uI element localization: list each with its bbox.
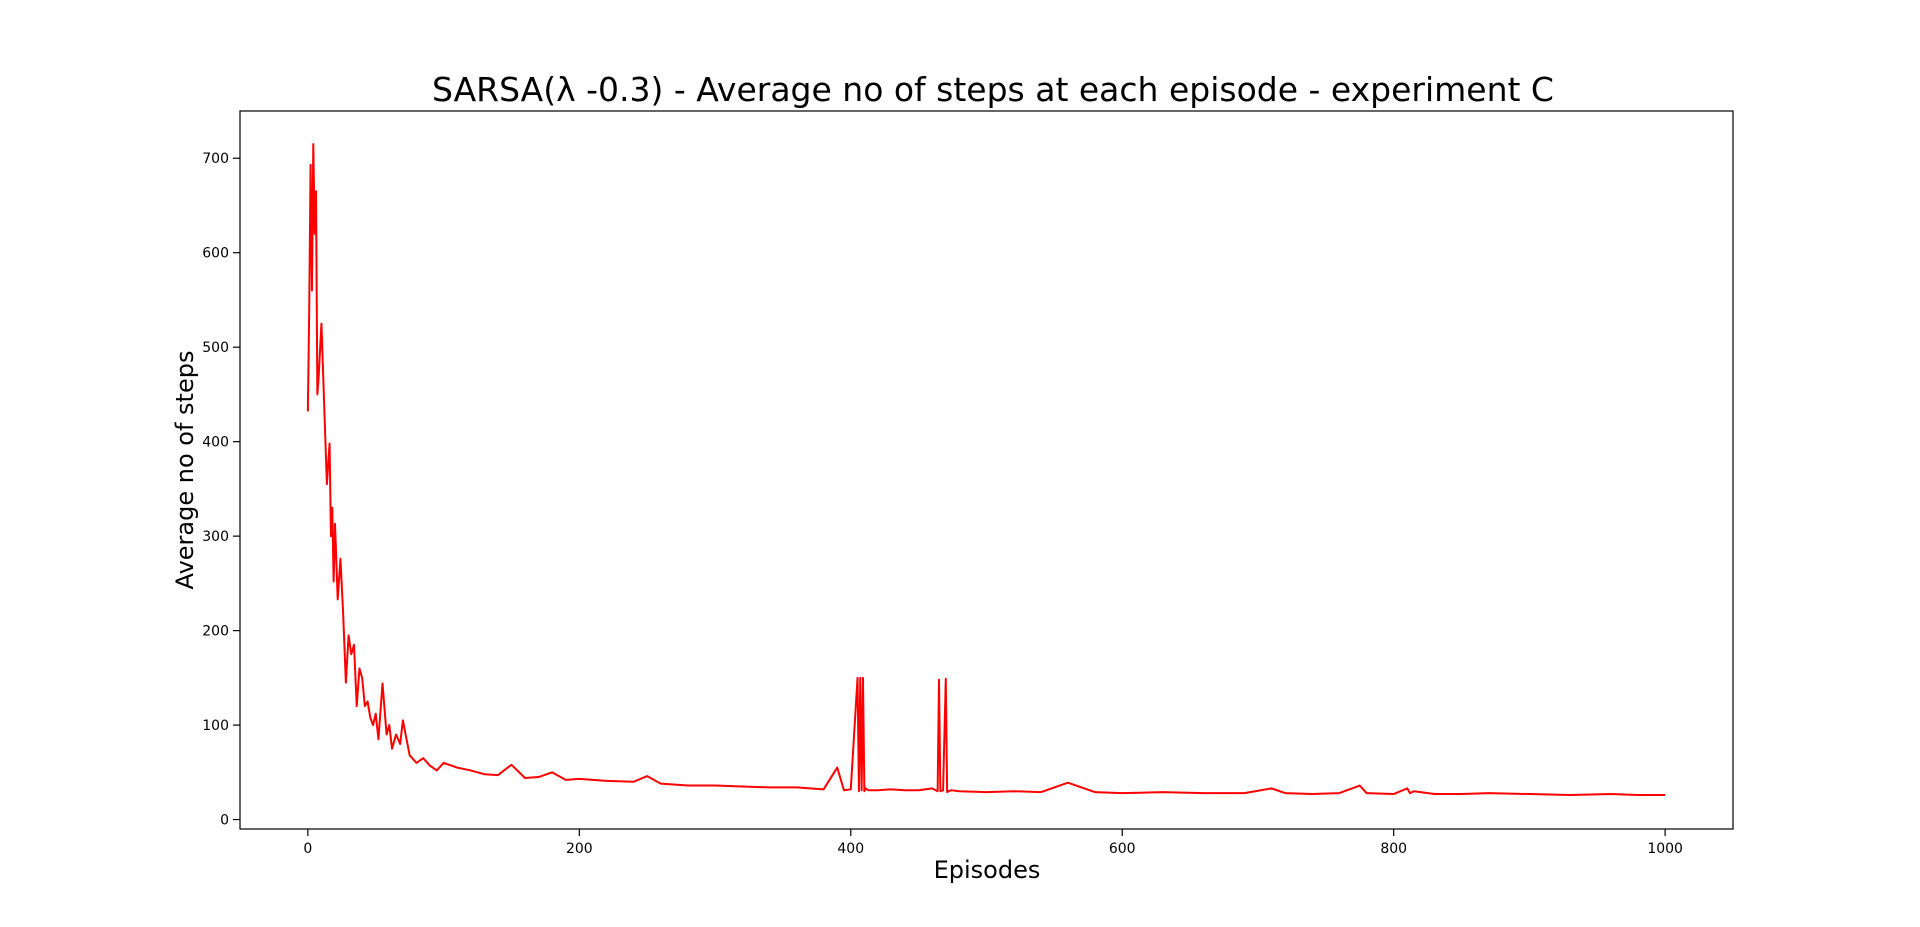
- series-line-0: [306, 143, 1666, 796]
- chart-title: SARSA(λ -0.3) - Average no of steps at e…: [432, 70, 1554, 109]
- y-tick-label: 100: [202, 718, 229, 734]
- x-tick-label: 1000: [1647, 841, 1683, 857]
- x-tick-label: 600: [1109, 841, 1136, 857]
- y-tick-label: 600: [202, 246, 229, 262]
- plot-data-layer: [306, 143, 1666, 796]
- x-tick-label: 400: [837, 841, 864, 857]
- x-tick-label: 800: [1380, 841, 1407, 857]
- y-axis-label: Average no of steps: [171, 351, 199, 590]
- y-tick-label: 400: [202, 435, 229, 451]
- x-tick-label: 200: [566, 841, 593, 857]
- y-tick-label: 700: [202, 151, 229, 167]
- x-axis-ticks: 0 200 400 600 800 1000: [303, 829, 1683, 857]
- y-tick-label: 0: [220, 813, 229, 829]
- y-tick-label: 200: [202, 624, 229, 640]
- plot-area-frame: [239, 110, 1734, 830]
- y-axis-ticks: 0 100 200 300 400 500 600 700: [202, 151, 240, 829]
- y-tick-label: 500: [202, 340, 229, 356]
- x-axis-label: Episodes: [934, 856, 1041, 884]
- y-tick-label: 300: [202, 529, 229, 545]
- x-tick-label: 0: [303, 841, 312, 857]
